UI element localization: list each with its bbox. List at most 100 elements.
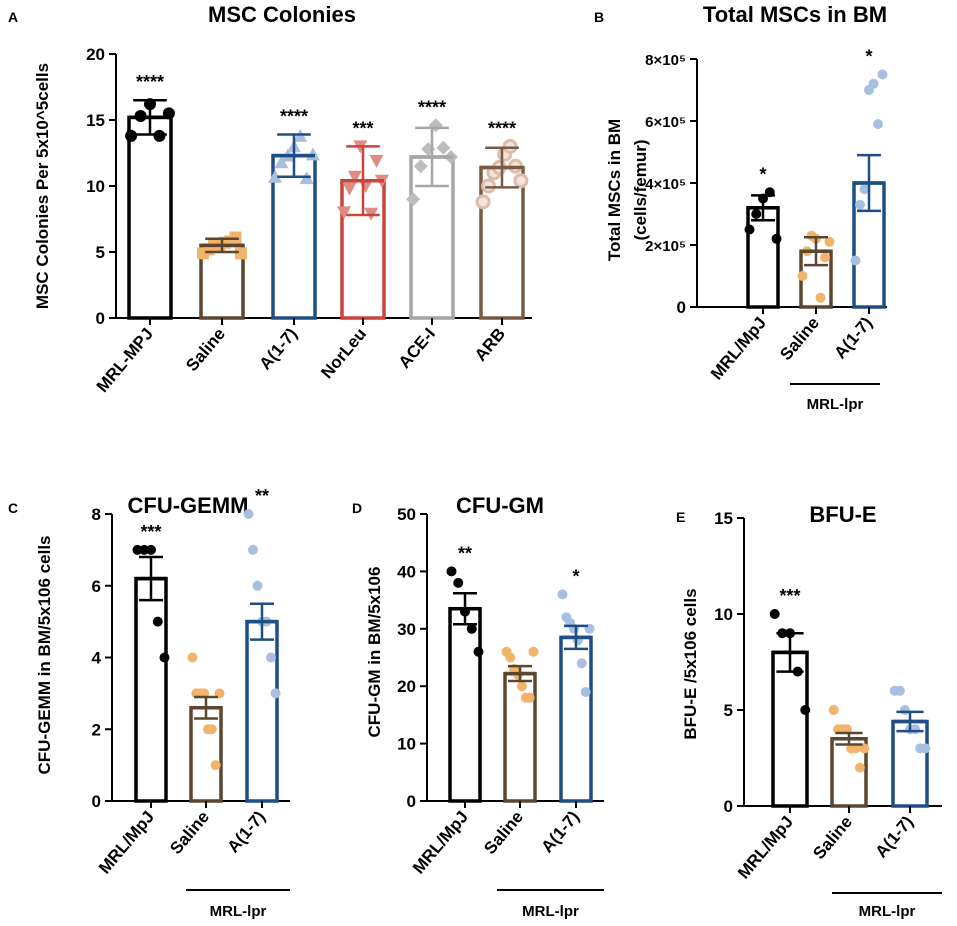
data-point — [513, 173, 529, 189]
y-axis-label-2: (cells/femur) — [631, 139, 650, 240]
data-point — [771, 233, 782, 244]
y-tick-label: 6×10⁵ — [645, 114, 686, 131]
bar — [503, 671, 537, 803]
data-point — [769, 609, 780, 619]
data-point — [815, 292, 826, 303]
data-point — [920, 743, 931, 754]
data-point — [369, 154, 384, 168]
significance-label: **** — [136, 72, 164, 92]
y-tick-label: 8×10⁵ — [645, 52, 686, 69]
data-point — [899, 705, 910, 715]
x-tick-label: NorLeu — [317, 324, 370, 382]
data-point — [824, 236, 835, 247]
panel-e: E BFU-E 0 5 10 15 BFU-E /5x106 cells *** MRL/MpJ… — [676, 502, 942, 920]
y-tick-label: 2 — [92, 720, 101, 739]
data-point — [153, 129, 166, 142]
data-point — [266, 652, 276, 663]
data-point — [342, 182, 357, 196]
data-point — [268, 169, 283, 183]
y-tick-label: 15 — [86, 111, 105, 130]
bar — [189, 705, 223, 803]
significance-label: ** — [458, 543, 472, 563]
data-point — [305, 147, 320, 161]
panel-b: B Total MSCs in BM 0 2×10⁵ 4×10⁵ 6×10⁵ 8×10⁵ To… — [594, 2, 888, 413]
data-point — [751, 209, 762, 219]
x-tick-label: Saline — [182, 324, 229, 375]
y-tick-label: 10 — [714, 605, 733, 624]
significance-label: * — [865, 47, 872, 67]
panel-letter: B — [594, 9, 604, 25]
x-tick-label: A(1-7) — [872, 812, 918, 861]
y-tick-label: 2×10⁵ — [645, 238, 686, 255]
data-point — [234, 247, 247, 260]
data-point — [855, 199, 865, 210]
data-point — [505, 652, 516, 663]
data-point — [516, 681, 527, 692]
panel-c: C CFU-GEMM 0 2 4 6 8 CFU-GEMM in BM/5x106 cells… — [8, 486, 290, 920]
data-point — [152, 616, 163, 627]
y-tick-label: 15 — [714, 509, 733, 528]
data-point — [446, 566, 457, 577]
data-point — [229, 231, 242, 244]
data-point — [797, 271, 808, 281]
chart-title: Total MSCs in BM — [703, 2, 887, 27]
data-point — [557, 589, 568, 600]
data-point — [800, 705, 811, 715]
data-point — [347, 170, 362, 184]
x-tick-label: ARB — [471, 324, 509, 364]
y-tick-label: 40 — [397, 562, 416, 581]
data-point — [502, 138, 518, 154]
significance-label: ** — [255, 486, 269, 506]
y-tick-label: 4×10⁵ — [645, 176, 686, 193]
significance-label: *** — [779, 586, 800, 606]
data-point — [910, 724, 921, 735]
x-tick-label: MRL/MpJ — [409, 807, 472, 877]
y-axis-label: CFU-GM in BM/5x106 — [365, 567, 384, 738]
significance-label: *** — [352, 118, 373, 138]
group-label: MRL-lpr — [522, 903, 579, 920]
x-tick-label: MRL-MPJ — [93, 324, 157, 396]
y-tick-label: 50 — [397, 505, 416, 524]
y-tick-label: 20 — [397, 677, 416, 696]
bar — [746, 206, 780, 309]
significance-label: *** — [140, 522, 161, 542]
data-point — [481, 178, 496, 194]
y-tick-label: 0 — [96, 309, 105, 328]
panel-letter: C — [8, 500, 18, 516]
bar — [245, 619, 279, 803]
y-tick-label: 5 — [96, 243, 105, 262]
data-point — [859, 743, 870, 754]
data-point — [850, 255, 861, 266]
x-tick-label: Saline — [166, 807, 213, 858]
y-tick-label: 0 — [407, 792, 416, 811]
y-tick-label: 10 — [397, 735, 416, 754]
group-label: MRL-lpr — [807, 396, 864, 413]
significance-label: * — [572, 566, 579, 586]
y-tick-label: 8 — [92, 505, 101, 524]
data-point — [436, 140, 451, 155]
bar — [448, 606, 482, 803]
chart-title: CFU-GM — [456, 493, 544, 518]
y-tick-label: 0 — [724, 797, 733, 816]
group-label: MRL-lpr — [210, 903, 267, 920]
data-point — [159, 652, 170, 663]
y-tick-label: 0 — [677, 298, 686, 317]
x-tick-label: A(1-7) — [224, 807, 270, 856]
significance-label: **** — [488, 118, 516, 138]
panel-letter: A — [8, 9, 18, 25]
panel-d: D CFU-GM 0 10 20 30 40 50 CFU-GM in BM/5x106 ** MR… — [352, 493, 604, 920]
chart-title: MSC Colonies — [208, 2, 356, 27]
panel-letter: E — [676, 509, 685, 525]
data-point — [125, 129, 138, 142]
x-tick-label: Saline — [809, 812, 856, 863]
x-tick-label: A(1-7) — [538, 807, 584, 856]
chart-title: CFU-GEMM — [128, 493, 249, 518]
data-point — [859, 184, 870, 195]
x-tick-label: MRL/MpJ — [95, 807, 158, 877]
y-tick-label: 5 — [724, 701, 733, 720]
significance-label: * — [759, 164, 766, 184]
y-tick-label: 0 — [92, 792, 101, 811]
data-point — [466, 623, 477, 634]
y-tick-label: 30 — [397, 620, 416, 639]
